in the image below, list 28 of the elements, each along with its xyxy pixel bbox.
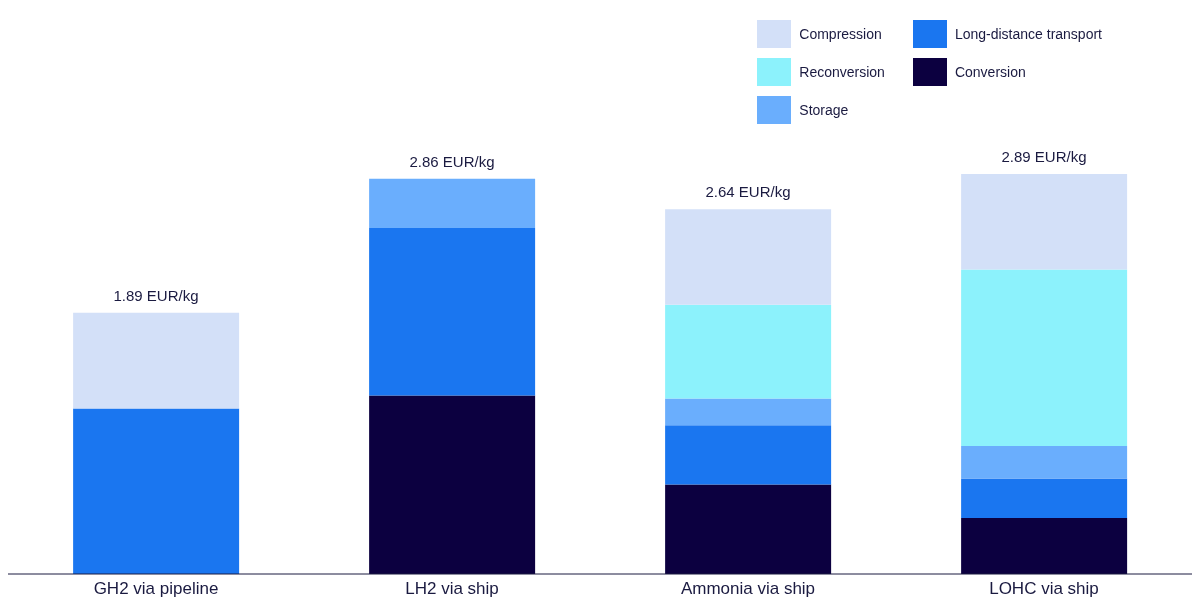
bar bbox=[665, 425, 832, 485]
annotation: 1.89 EUR/kg bbox=[113, 286, 199, 304]
bar bbox=[73, 408, 240, 574]
bar bbox=[961, 518, 1128, 574]
legend-label: Long-distance transport bbox=[954, 26, 1102, 42]
bar bbox=[369, 395, 536, 574]
x-tick-label: GH2 via pipeline bbox=[93, 579, 219, 599]
x-tick-label: Ammonia via ship bbox=[680, 579, 816, 599]
legend-label: Conversion bbox=[954, 64, 1026, 80]
bar bbox=[73, 312, 240, 409]
bar bbox=[665, 484, 832, 574]
annotation: 2.64 EUR/kg bbox=[705, 183, 791, 201]
bar bbox=[665, 398, 832, 426]
bar bbox=[665, 304, 832, 399]
bar bbox=[369, 178, 536, 228]
legend-label: Storage bbox=[799, 102, 849, 118]
x-tick-label: LOHC via ship bbox=[989, 579, 1099, 599]
annotation: 2.89 EUR/kg bbox=[1001, 148, 1087, 165]
annotation: 2.86 EUR/kg bbox=[409, 152, 495, 170]
bar bbox=[665, 209, 832, 305]
bar bbox=[961, 446, 1128, 479]
bar bbox=[961, 174, 1128, 270]
x-tick-label: LH2 via ship bbox=[405, 579, 499, 599]
bar bbox=[369, 228, 536, 396]
legend-label: Reconversion bbox=[799, 64, 885, 80]
legend-label: Compression bbox=[799, 26, 882, 42]
bar bbox=[961, 269, 1128, 446]
bar bbox=[961, 478, 1128, 518]
